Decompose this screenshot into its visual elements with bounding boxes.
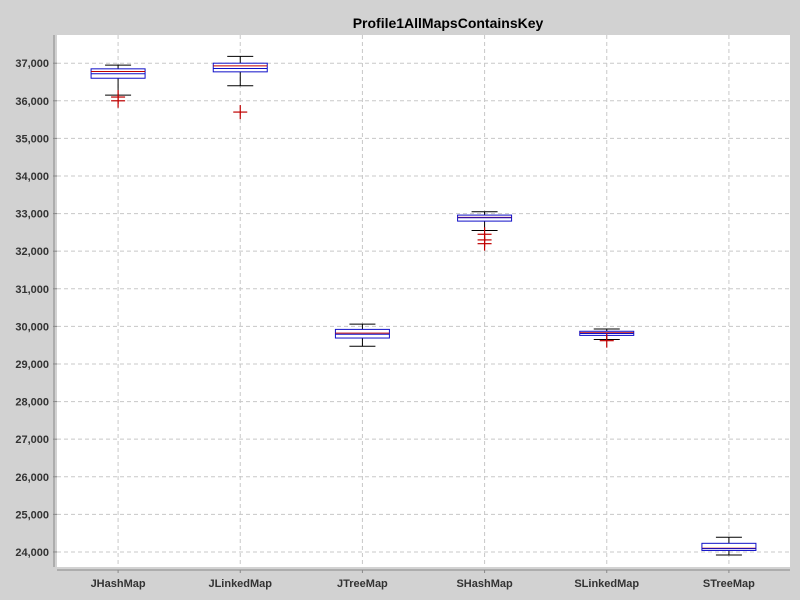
box-JLinkedMap	[212, 55, 268, 120]
axes	[53, 35, 790, 571]
y-tick-label: 28,000	[15, 397, 49, 409]
y-tick-label: 32,000	[15, 246, 49, 258]
y-axis-ticks: 24,000 25,000 26,000 27,000 28,000 29,000 30,0…	[15, 58, 57, 559]
box-STreeMap	[701, 536, 757, 556]
y-tick-label: 33,000	[15, 209, 49, 221]
outlier-point	[233, 105, 248, 120]
x-tick-label: JHashMap	[91, 578, 146, 590]
outlier-point	[111, 90, 126, 105]
x-tick-label: JTreeMap	[337, 578, 388, 590]
y-tick-label: 35,000	[15, 133, 49, 145]
plot-area	[57, 35, 790, 567]
chart-title: Profile1AllMapsContainsKey	[353, 15, 544, 31]
box-SHashMap	[457, 211, 513, 251]
y-tick-label: 24,000	[15, 547, 49, 559]
y-tick-label: 31,000	[15, 284, 49, 296]
x-axis-ticks: JHashMap JLinkedMap JTreeMap SHashMap SLinke…	[91, 570, 755, 590]
y-tick-label: 36,000	[15, 96, 49, 108]
y-tick-label: 26,000	[15, 472, 49, 484]
box-SLinkedMap	[579, 328, 635, 348]
gridlines	[57, 35, 790, 567]
outlier-point	[599, 333, 614, 348]
x-tick-label: STreeMap	[703, 578, 755, 590]
y-tick-label: 30,000	[15, 321, 49, 333]
x-tick-label: SHashMap	[456, 578, 513, 590]
box-body	[701, 542, 757, 551]
box-JTreeMap	[334, 323, 390, 347]
boxes	[90, 55, 757, 556]
y-tick-label: 29,000	[15, 359, 49, 371]
x-tick-label: SLinkedMap	[574, 578, 639, 590]
y-tick-label: 34,000	[15, 171, 49, 183]
x-tick-label: JLinkedMap	[208, 578, 272, 590]
y-tick-label: 37,000	[15, 58, 49, 70]
y-tick-label: 27,000	[15, 434, 49, 446]
y-tick-label: 25,000	[15, 509, 49, 521]
box-body	[212, 62, 268, 73]
box-JHashMap	[90, 64, 146, 108]
outlier-point	[477, 227, 492, 242]
box-body	[334, 328, 390, 339]
